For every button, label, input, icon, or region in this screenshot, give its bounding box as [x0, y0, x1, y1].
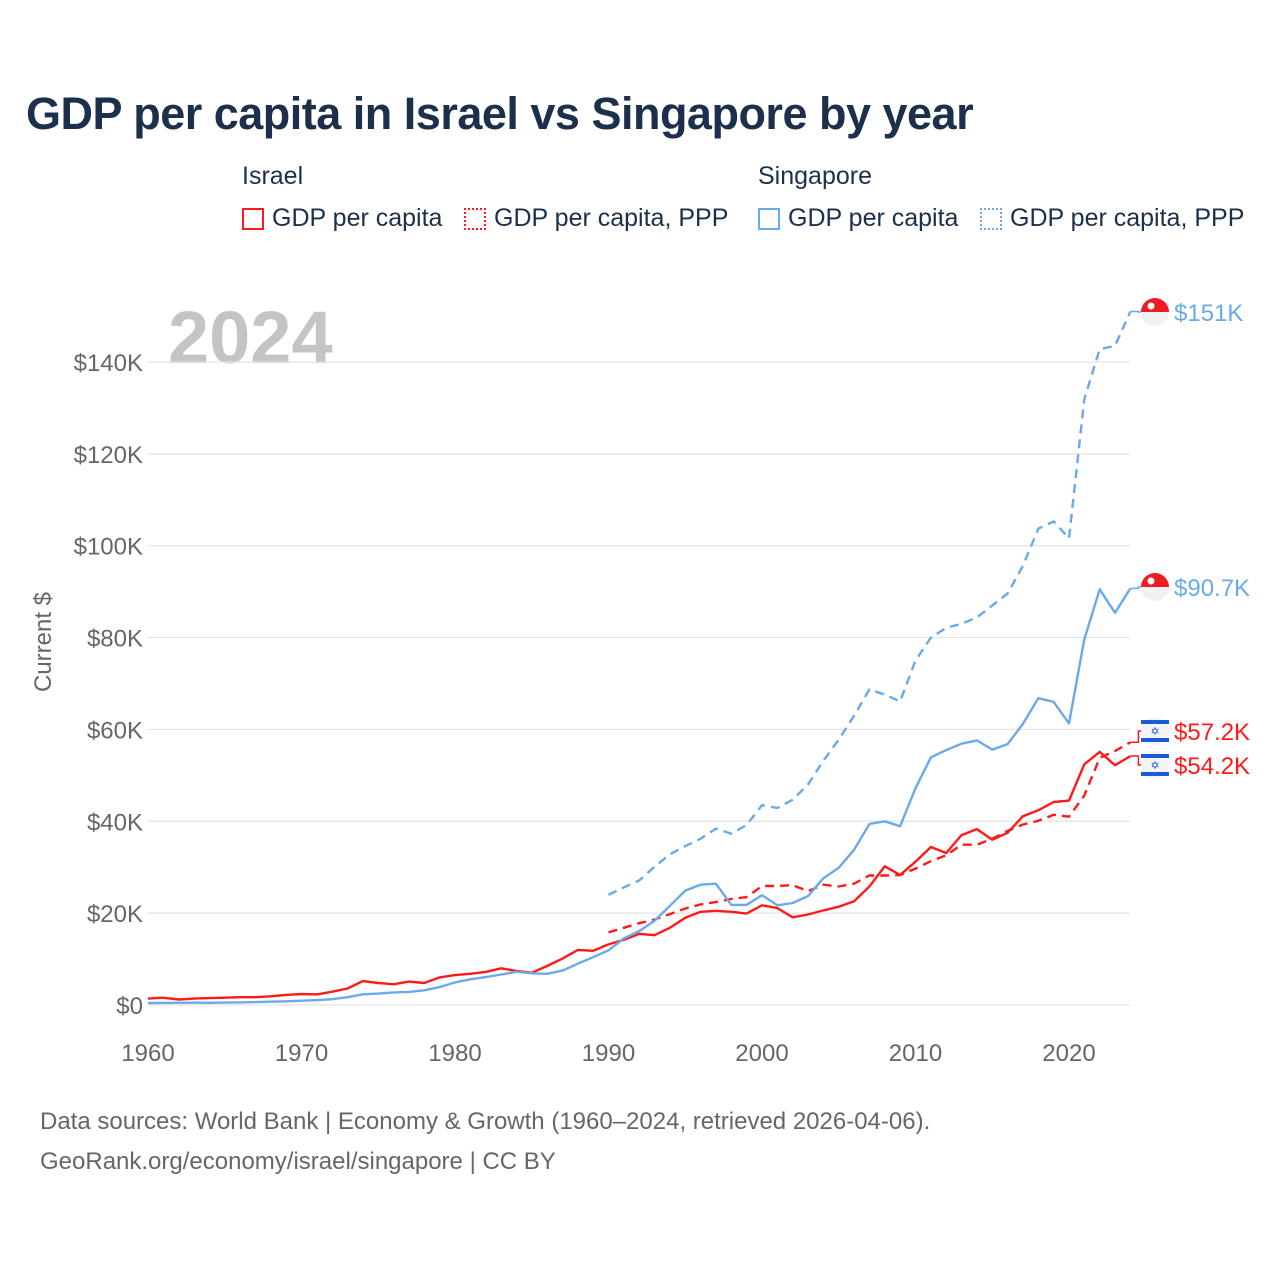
- star-of-david-icon: ✡: [1150, 726, 1159, 738]
- legend-israel-gdp[interactable]: GDP per capita: [242, 204, 442, 233]
- series-line-israel-gdp-per-capita: [147, 750, 1132, 1001]
- x-tick-label: 1970: [275, 1040, 328, 1067]
- year-watermark: 2024: [168, 296, 333, 379]
- y-axis-label: Current $: [30, 592, 57, 692]
- legend-israel-ppp[interactable]: GDP per capita, PPP: [464, 204, 728, 233]
- legend-group-singapore: Singapore: [758, 162, 872, 190]
- x-tick-label: 2000: [735, 1040, 788, 1067]
- israel-flag-stripe: [1141, 772, 1169, 776]
- y-tick-label: $120K: [74, 442, 143, 469]
- legend-swatch-solid: [758, 207, 780, 230]
- end-value-label: $57.2K: [1174, 719, 1250, 746]
- israel-flag-stripe: [1141, 738, 1169, 742]
- y-tick-label: $0: [116, 993, 143, 1020]
- singapore-flag-red-half: [1141, 298, 1169, 312]
- series-line-singapore-gdp-per-capita: [147, 587, 1132, 1005]
- singapore-flag-crescent: [1147, 577, 1155, 585]
- end-value-label: $54.2K: [1174, 753, 1250, 780]
- legend-label: GDP per capita, PPP: [1010, 204, 1245, 232]
- singapore-flag-red-half: [1141, 573, 1169, 587]
- legend-swatch-dotted: [464, 207, 486, 230]
- legend-label: GDP per capita: [788, 204, 959, 232]
- legend-swatch-dotted: [980, 207, 1002, 230]
- legend-label: GDP per capita, PPP: [494, 204, 729, 232]
- legend-group-israel: Israel: [242, 162, 304, 190]
- x-tick-label: 1980: [428, 1040, 481, 1067]
- x-tick-label: 2020: [1042, 1040, 1095, 1067]
- legend-singapore-gdp[interactable]: GDP per capita: [758, 204, 958, 233]
- israel-flag-stripe: [1141, 720, 1169, 724]
- legend-swatch-solid: [242, 207, 264, 230]
- singapore-flag-crescent: [1147, 302, 1155, 310]
- end-value-label: $151K: [1174, 300, 1243, 327]
- source-line-1: Data sources: World Bank | Economy & Gro…: [40, 1108, 931, 1135]
- series-line-singapore-gdp-per-capita-ppp: [607, 311, 1132, 896]
- series-line-israel-gdp-per-capita-ppp: [608, 741, 1131, 934]
- x-tick-label: 1960: [121, 1040, 174, 1067]
- y-tick-label: $40K: [87, 809, 143, 836]
- y-tick-label: $20K: [87, 901, 143, 928]
- star-of-david-icon: ✡: [1150, 760, 1159, 772]
- legend-label: GDP per capita: [272, 204, 443, 232]
- y-tick-label: $80K: [87, 626, 143, 653]
- y-tick-label: $100K: [74, 534, 143, 561]
- end-value-label: $90.7K: [1174, 575, 1250, 602]
- x-tick-label: 2010: [889, 1040, 942, 1067]
- x-tick-label: 1990: [582, 1040, 635, 1067]
- legend-singapore-ppp[interactable]: GDP per capita, PPP: [980, 204, 1244, 233]
- y-tick-label: $60K: [87, 717, 143, 744]
- israel-flag-stripe: [1141, 754, 1169, 758]
- chart-title: GDP per capita in Israel vs Singapore by…: [26, 88, 974, 139]
- source-line-2[interactable]: GeoRank.org/economy/israel/singapore | C…: [40, 1148, 556, 1175]
- y-tick-label: $140K: [74, 350, 143, 377]
